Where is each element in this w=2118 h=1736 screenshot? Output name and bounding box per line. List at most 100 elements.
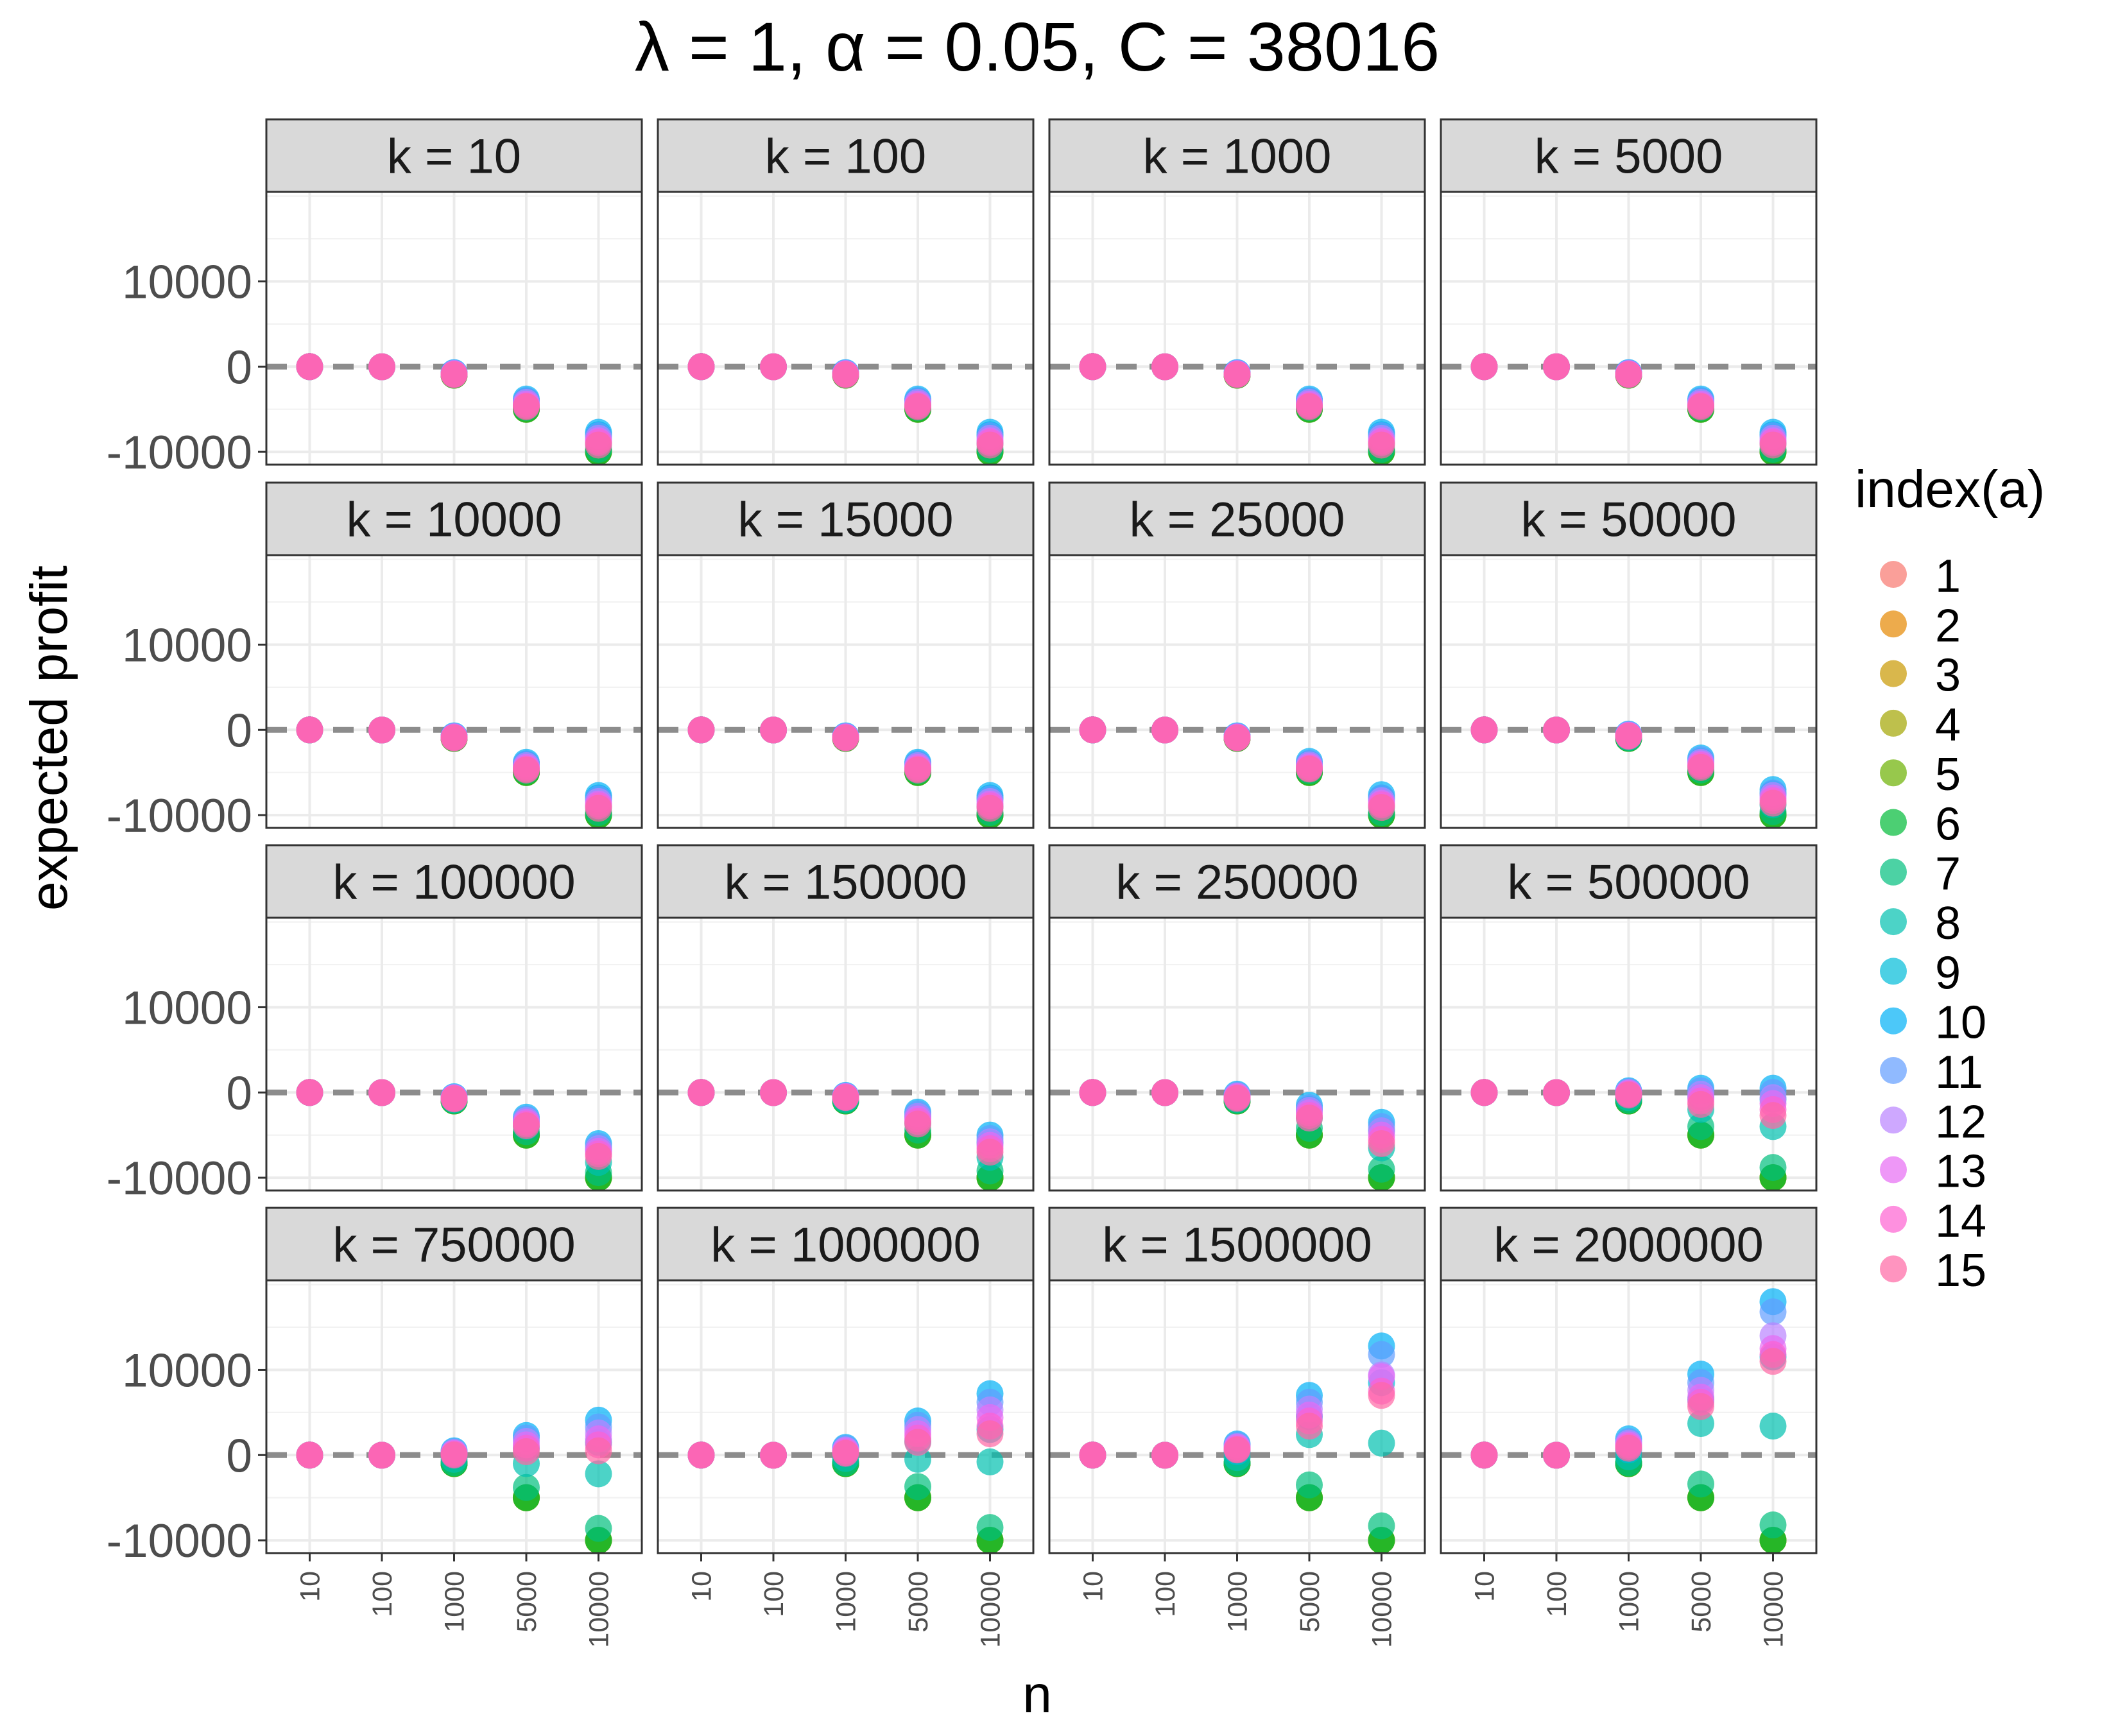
facet-panel: k = 250000 <box>1048 844 1426 1192</box>
data-point <box>368 353 395 381</box>
data-point <box>1296 755 1323 783</box>
data-point <box>368 716 395 744</box>
data-point <box>1151 1079 1178 1106</box>
data-point <box>1470 1441 1498 1469</box>
facet-label: k = 250000 <box>1115 855 1358 910</box>
data-point <box>904 1429 931 1456</box>
facet-label: k = 1500000 <box>1102 1218 1372 1273</box>
legend-label: 14 <box>1935 1196 1986 1247</box>
data-point <box>296 1441 323 1469</box>
legend-entry: 14 <box>1880 1196 1986 1247</box>
data-point <box>1470 1079 1498 1106</box>
x-tick-label: 5000 <box>1295 1571 1325 1633</box>
data-point <box>1615 361 1642 388</box>
data-point <box>585 1515 612 1542</box>
legend-entry: 12 <box>1880 1096 1986 1147</box>
data-point <box>1368 431 1395 459</box>
x-tick-label: 10 <box>687 1571 718 1602</box>
facet-panel: k = 15000 <box>657 481 1035 829</box>
data-point <box>760 1079 787 1106</box>
data-point <box>904 1110 931 1138</box>
y-tick-label: 10000 <box>122 982 252 1034</box>
x-tick-label: 1000 <box>440 1571 470 1633</box>
series-points <box>1470 1288 1787 1554</box>
facet-label: k = 100 <box>765 130 926 184</box>
x-axis-title: n <box>1022 1665 1052 1724</box>
legend-key <box>1880 809 1907 836</box>
series-points <box>1470 716 1787 829</box>
data-point <box>976 1139 1004 1166</box>
legend-entry: 2 <box>1880 600 1961 651</box>
y-tick-label: 10000 <box>122 256 252 308</box>
series-points <box>687 1079 1004 1192</box>
data-point <box>1368 1512 1395 1540</box>
data-point <box>1223 1085 1251 1112</box>
data-point <box>976 431 1004 459</box>
data-point <box>1151 1441 1178 1469</box>
facet-strip <box>1048 1207 1426 1282</box>
legend-key <box>1880 1156 1907 1183</box>
panel-border <box>657 191 1035 466</box>
data-point <box>1543 1079 1570 1106</box>
data-point <box>1223 361 1251 388</box>
data-point <box>296 353 323 381</box>
y-tick-label: 0 <box>226 1067 252 1119</box>
data-point <box>1368 1341 1395 1368</box>
x-tick-label: 100 <box>1542 1571 1572 1617</box>
series-points <box>687 353 1004 466</box>
data-point <box>296 1079 323 1106</box>
data-point <box>1368 1155 1395 1183</box>
facet-strip <box>1440 844 1818 919</box>
data-point <box>687 353 715 381</box>
legend-entry: 10 <box>1880 997 1986 1049</box>
legend-entry: 9 <box>1880 947 1961 999</box>
facet-panel: k = 1000 <box>1048 118 1426 466</box>
data-point <box>687 1079 715 1106</box>
data-point <box>1368 794 1395 821</box>
legend-label: 9 <box>1935 947 1961 999</box>
legend-label: 10 <box>1935 997 1986 1049</box>
legend-label: 15 <box>1935 1245 1986 1296</box>
panel-border <box>265 916 643 1192</box>
legend-key <box>1880 759 1907 787</box>
legend-key <box>1880 709 1907 737</box>
legend-entry: 15 <box>1880 1245 1986 1296</box>
y-tick-label: 0 <box>226 705 252 757</box>
facet-panel: k = 2000000 10 100 1000 5000 10000 <box>1440 1207 1818 1648</box>
data-point <box>976 1420 1004 1448</box>
data-point <box>1615 1434 1642 1462</box>
data-point <box>832 1084 859 1112</box>
data-point <box>687 1441 715 1469</box>
y-tick-label: 10000 <box>122 1345 252 1397</box>
facet-strip <box>1048 844 1426 919</box>
facet-panel: k = 500000 <box>1440 844 1818 1192</box>
data-point <box>585 431 612 459</box>
facet-strip <box>265 844 643 919</box>
data-point <box>832 361 859 388</box>
legend-entry: 5 <box>1880 749 1961 800</box>
legend-label: 2 <box>1935 600 1961 651</box>
legend-entry: 6 <box>1880 799 1961 850</box>
series-points <box>296 353 612 466</box>
legend-key <box>1880 958 1907 985</box>
facet-label: k = 10 <box>387 130 521 184</box>
facet-strip <box>657 844 1035 919</box>
data-point <box>904 756 931 784</box>
series-points <box>1470 353 1787 466</box>
x-tick-label: 10 <box>295 1571 326 1602</box>
x-tick-label: 5000 <box>903 1571 934 1633</box>
y-axis-title: expected profit <box>20 565 78 911</box>
panel-border <box>1048 554 1426 829</box>
x-tick-label: 10000 <box>976 1571 1006 1648</box>
data-point <box>368 1079 395 1106</box>
facet-strip <box>657 1207 1035 1282</box>
x-tick-label: 10000 <box>584 1571 615 1648</box>
x-tick-label: 100 <box>1150 1571 1181 1617</box>
data-point <box>1687 1393 1714 1420</box>
legend-entry: 13 <box>1880 1146 1986 1198</box>
data-point <box>585 795 612 822</box>
facet-panel: k = 25000 <box>1048 481 1426 829</box>
legend-label: 5 <box>1935 749 1961 800</box>
data-point <box>1151 716 1178 744</box>
legend-key <box>1880 1007 1907 1035</box>
